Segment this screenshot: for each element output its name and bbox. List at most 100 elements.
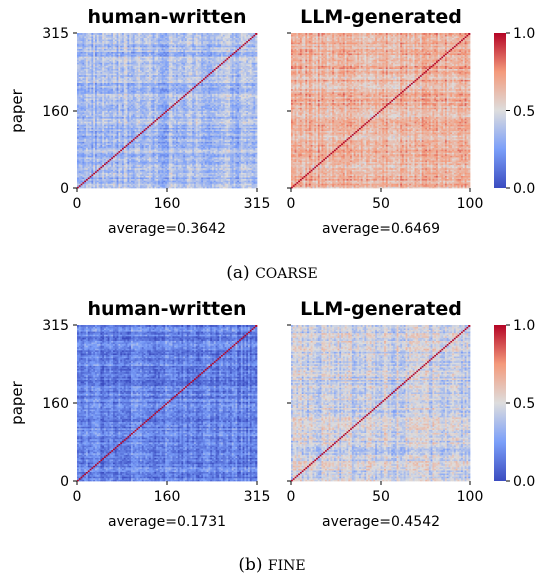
heatmap-cell [230,172,233,175]
heatmap-cell [114,183,117,186]
heatmap-cell [87,186,90,189]
heatmap-cell [116,170,119,173]
heatmap-cell [123,184,126,187]
heatmap-cell [161,161,164,164]
heatmap-cell [138,161,141,164]
heatmap-cell [116,172,119,175]
heatmap-cell [177,175,180,178]
heatmap-cell [100,160,103,162]
heatmap-cell [177,163,180,166]
heatmap-cell [156,169,159,172]
heatmap-cell [161,163,164,166]
heatmap-cell [174,181,177,184]
heatmap-cell [154,153,157,156]
heatmap-cell [251,170,254,173]
heatmap-cell [239,153,242,156]
heatmap-cell [96,166,99,169]
heatmap-cell [217,181,220,184]
heatmap-cell [188,167,191,170]
heatmap-cell [233,166,236,169]
heatmap-cell [186,152,189,155]
heatmap-cell [195,157,198,159]
heatmap-cell [165,172,168,175]
heatmap-cell [251,181,254,184]
heatmap-cell [77,180,80,183]
heatmap-cell [235,178,238,181]
heatmap-cell [206,152,209,155]
heatmap-cell [149,186,152,189]
heatmap-cell [107,152,110,155]
heatmap-cell [244,155,247,158]
heatmap-cell [221,152,224,155]
coarse-group: human-written paper 315 160 0 0 160 315 … [8,6,535,283]
heatmap-cell [111,174,114,176]
heatmap-cell [233,170,236,173]
heatmap-cell [114,157,117,159]
heatmap-cell [176,163,179,166]
heatmap-cell [123,158,126,161]
heatmap-cell [239,166,242,169]
heatmap-cell [80,153,83,156]
heatmap-cell [98,184,101,187]
heatmap-cell [98,155,101,158]
heatmap-cell [77,170,80,173]
heatmap-cell [183,166,186,169]
heatmap-cell [242,172,245,175]
heatmap-cell [84,183,87,186]
heatmap-cell [149,181,152,184]
heatmap-cell [143,181,146,184]
heatmap-cell [246,175,249,178]
heatmap-cell [199,175,202,178]
heatmap-cell [233,167,236,170]
heatmap-cell [145,153,148,156]
heatmap-cell [230,164,233,167]
heatmap-cell [255,157,258,159]
heatmap-cell [158,172,161,175]
heatmap-cell [212,164,215,167]
heatmap-cell [91,169,94,172]
heatmap-cell [185,158,188,161]
heatmap-cell [185,157,188,159]
heatmap-diagonal-cell [102,164,105,167]
heatmap-cell [86,184,89,187]
heatmap-cell [201,160,204,162]
heatmap-cell [204,169,207,172]
heatmap-cell [195,158,198,161]
heatmap-cell [84,177,87,180]
heatmap-cell [98,157,101,159]
heatmap-cell [154,161,157,164]
heatmap-cell [242,152,245,155]
heatmap-cell [87,174,90,176]
heatmap-cell [140,161,143,164]
heatmap-cell [170,167,173,170]
heatmap-cell [203,163,206,166]
heatmap-cell [176,158,179,161]
heatmap-cell [132,152,135,155]
heatmap-cell [208,161,211,164]
heatmap-cell [98,183,101,186]
heatmap-cell [89,180,92,183]
heatmap-cell [127,166,130,169]
heatmap-cell [246,183,249,186]
heatmap-cell [249,160,252,162]
heatmap-cell [204,163,207,166]
heatmap-cell [255,164,258,167]
heatmap-cell [239,170,242,173]
heatmap-cell [95,153,98,156]
heatmap-cell [201,172,204,175]
heatmap-cell [249,158,252,161]
heatmap-cell [154,172,157,175]
heatmap-cell [78,163,81,166]
heatmap-diagonal-cell [109,158,112,161]
heatmap-cell [96,177,99,180]
heatmap-cell [127,161,130,164]
heatmap-cell [185,172,188,175]
heatmap-cell [201,152,204,155]
heatmap-cell [86,163,89,166]
heatmap-cell [219,170,222,173]
heatmap-cell [138,169,141,172]
heatmap-cell [183,175,186,178]
heatmap-cell [197,153,200,156]
heatmap-cell [215,152,218,155]
heatmap-cell [161,186,164,189]
